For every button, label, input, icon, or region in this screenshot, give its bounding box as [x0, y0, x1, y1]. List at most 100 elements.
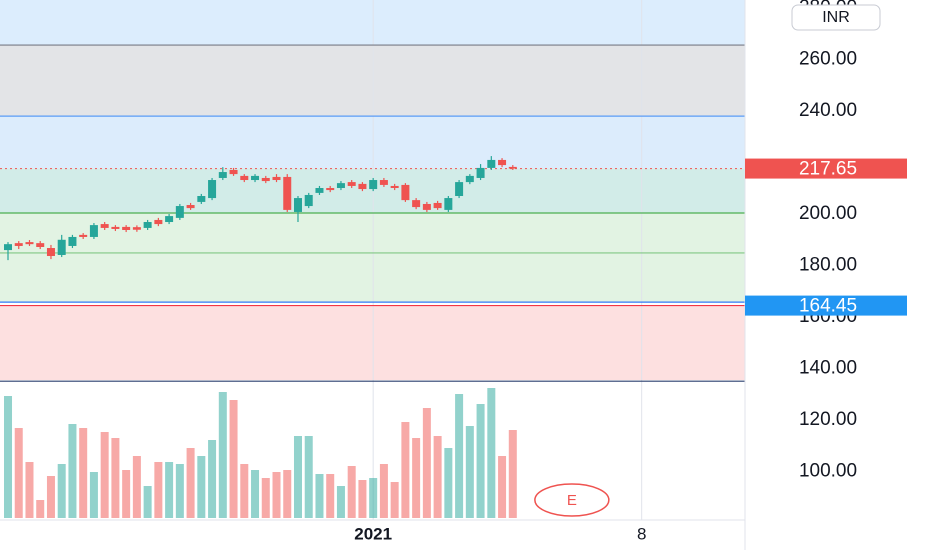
volume-bar [293, 436, 302, 518]
candle-body [444, 198, 453, 210]
candle-body [251, 175, 260, 181]
last-price-label-box [745, 158, 907, 179]
candle-body [122, 226, 131, 230]
volume-bar [272, 472, 281, 518]
price-axis [745, 0, 932, 550]
candle-body [111, 226, 120, 229]
zone [0, 45, 745, 117]
candle-body [240, 175, 249, 181]
y-tick-label: 260.00 [799, 49, 857, 70]
zone [0, 305, 745, 380]
zone [0, 0, 745, 46]
candle-body [412, 200, 421, 208]
volume-bar [122, 470, 131, 518]
candle-body [379, 180, 388, 185]
candle-body [208, 180, 217, 199]
candle-body [79, 234, 88, 237]
volume-bar [390, 482, 399, 518]
volume-bar [261, 478, 270, 518]
candle-body [358, 183, 367, 190]
volume-bar [111, 438, 120, 518]
volume-bar [379, 464, 388, 518]
candle-body [89, 225, 98, 237]
volume-bar [208, 440, 217, 518]
candle-body [422, 203, 431, 210]
y-tick-label: 200.00 [799, 203, 857, 224]
volume-bar [315, 474, 324, 518]
y-tick-label: 120.00 [799, 409, 857, 430]
volume-bar [369, 478, 378, 518]
volume-bar [79, 428, 88, 518]
volume-bar [465, 426, 474, 518]
candle-body [186, 205, 195, 209]
volume-bar [304, 436, 313, 518]
volume-bar [186, 448, 195, 518]
candle-body [283, 176, 292, 210]
candle-body [433, 202, 442, 209]
candle-body [390, 185, 399, 189]
candle-body [154, 219, 163, 225]
candle-body [326, 188, 335, 191]
event-badge-circle [534, 483, 610, 517]
volume-bar [283, 470, 292, 518]
candle-body [304, 194, 313, 207]
candle-body [347, 182, 356, 186]
y-tick-label: 180.00 [799, 255, 857, 276]
x-tick-label: 2021 [354, 524, 392, 543]
zone [0, 212, 745, 303]
volume-bar [326, 474, 335, 518]
volume-bar [251, 470, 260, 518]
y-tick-label: 240.00 [799, 100, 857, 121]
candle-body [455, 182, 464, 196]
candle-body [68, 236, 77, 246]
volume-bar [336, 486, 345, 518]
axis-layer: 20218280.00260.00240.00200.00180.00160.0… [354, 0, 907, 543]
event-badge: E [567, 492, 577, 509]
candle-body [143, 222, 152, 228]
volume-bar [4, 396, 13, 518]
candle-body [165, 216, 174, 223]
currency-badge: INR [822, 9, 850, 26]
y-tick-label: 100.00 [799, 461, 857, 482]
volume-bar [218, 392, 227, 518]
volume-bar [14, 428, 23, 518]
volume-bar [455, 394, 464, 518]
volume-bar [444, 448, 453, 518]
candle-body [100, 224, 109, 228]
volume-bar [25, 462, 34, 518]
volume-bar [143, 486, 152, 518]
price-pane: E [0, 0, 745, 520]
candle-body [261, 177, 270, 182]
volume-bar [347, 466, 356, 518]
candle-body [218, 172, 227, 178]
candle-body [465, 175, 474, 183]
volume-bar [36, 500, 45, 518]
volume-bar [68, 424, 77, 518]
candle-body [14, 243, 23, 246]
volume-bar [46, 476, 55, 518]
volume-bar [240, 464, 249, 518]
volume-bar [197, 456, 206, 518]
volume-bar [154, 462, 163, 518]
candle-body [498, 159, 507, 166]
candle-body [487, 159, 496, 168]
volume-bar [229, 400, 238, 518]
candle-body [315, 188, 324, 193]
candle-body [336, 183, 345, 189]
volume-bar [165, 462, 174, 518]
zone [0, 116, 745, 169]
candle-body [197, 195, 206, 202]
x-tick-label: 8 [637, 524, 646, 543]
candle-body [132, 227, 141, 230]
volume-bar [57, 464, 66, 518]
volume-bar [422, 408, 431, 518]
candle-body [36, 243, 45, 247]
volume-bar [401, 422, 410, 518]
volume-bar [89, 472, 98, 518]
alert-price-label: 164.45 [799, 296, 857, 317]
last-price-label: 217.65 [799, 159, 857, 180]
volume-bar [476, 404, 485, 518]
candle-body [4, 244, 13, 251]
volume-bar [175, 464, 184, 518]
